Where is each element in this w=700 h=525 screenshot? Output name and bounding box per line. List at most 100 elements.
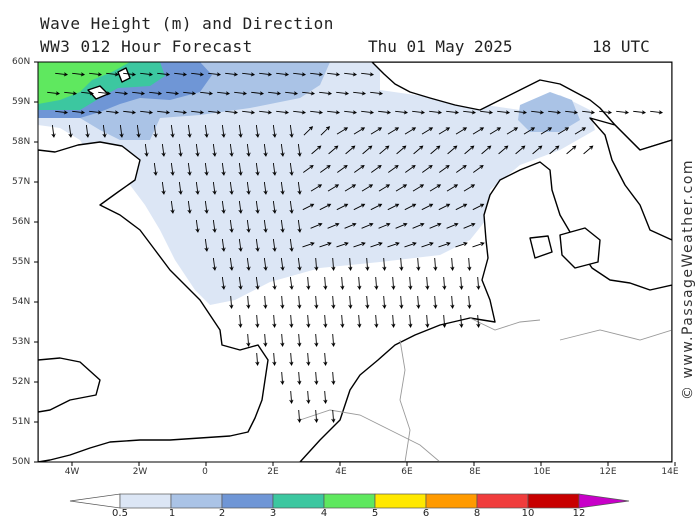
wave-direction-arrow xyxy=(412,222,425,229)
wave-direction-arrow xyxy=(425,276,430,290)
wave-direction-arrow xyxy=(416,295,421,309)
wave-direction-arrow xyxy=(259,110,273,115)
wave-direction-arrow xyxy=(229,257,234,271)
wave-direction-arrow xyxy=(289,276,294,290)
wave-direction-arrow xyxy=(89,72,103,77)
wave-direction-arrow xyxy=(246,181,251,195)
wave-direction-arrow xyxy=(336,91,350,96)
wave-arrows xyxy=(47,72,664,423)
wave-direction-arrow xyxy=(280,295,285,309)
lon-label-4w: 4W xyxy=(64,467,80,477)
wave-direction-arrow xyxy=(515,145,526,155)
wave-direction-arrow xyxy=(195,143,200,157)
lon-label-2w: 2W xyxy=(132,467,148,477)
wave-direction-arrow xyxy=(272,162,277,176)
wave-direction-arrow xyxy=(238,200,243,214)
wave-direction-arrow xyxy=(357,276,362,290)
wave-direction-arrow xyxy=(404,242,417,248)
wave-direction-arrow xyxy=(119,124,124,138)
wave-direction-arrow xyxy=(263,219,268,233)
wave-direction-arrow xyxy=(208,72,222,77)
wave-direction-arrow xyxy=(55,72,69,77)
wave-direction-arrow xyxy=(353,242,366,248)
lat-label-60n: 60N xyxy=(12,57,31,67)
wave-direction-arrow xyxy=(140,110,154,115)
wave-direction-arrow xyxy=(327,222,340,229)
wave-direction-arrow xyxy=(132,91,146,96)
wave-direction-arrow xyxy=(289,390,294,404)
wave-direction-arrow xyxy=(170,124,175,138)
wave-direction-arrow xyxy=(246,333,251,347)
wave-direction-arrow xyxy=(472,127,485,135)
wave-direction-arrow xyxy=(421,242,434,248)
wave-direction-arrow xyxy=(382,295,387,309)
wave-direction-arrow xyxy=(174,110,188,115)
wave-direction-arrow xyxy=(404,203,417,211)
wave-direction-arrow xyxy=(153,162,158,176)
wave-direction-arrow xyxy=(463,222,476,229)
wave-direction-arrow xyxy=(319,242,332,248)
wave-direction-arrow xyxy=(255,314,260,328)
land-sweden xyxy=(589,117,672,241)
wave-direction-arrow xyxy=(506,127,519,135)
wave-direction-arrow xyxy=(263,295,268,309)
wave-direction-arrow xyxy=(361,110,375,115)
wave-direction-arrow xyxy=(204,200,209,214)
wave-direction-arrow xyxy=(370,127,383,135)
wave-direction-arrow xyxy=(47,91,61,96)
wave-direction-arrow xyxy=(204,124,209,138)
wave-direction-arrow xyxy=(221,238,226,252)
wave-direction-arrow xyxy=(650,110,664,115)
wave-direction-arrow xyxy=(319,203,332,211)
lon-label-10e: 10E xyxy=(533,467,551,477)
wave-direction-arrow xyxy=(187,200,192,214)
wave-direction-arrow xyxy=(480,110,494,115)
wave-direction-arrow xyxy=(450,257,455,271)
legend-label-0-5: 0.5 xyxy=(112,508,128,519)
wave-direction-arrow xyxy=(442,314,447,328)
wave-direction-arrow xyxy=(429,110,443,115)
wave-direction-arrow xyxy=(327,184,340,192)
wave-direction-arrow xyxy=(331,371,336,385)
wave-direction-arrow xyxy=(183,91,197,96)
wave-direction-arrow xyxy=(272,238,277,252)
wave-direction-arrow xyxy=(255,200,260,214)
wave-direction-arrow xyxy=(463,184,476,192)
wave-direction-arrow xyxy=(455,127,468,135)
wave-direction-arrow xyxy=(421,203,434,211)
wave-direction-arrow xyxy=(319,91,333,96)
wave-direction-arrow xyxy=(446,222,459,229)
wave-direction-arrow xyxy=(311,145,322,155)
wave-direction-arrow xyxy=(246,257,251,271)
wave-direction-arrow xyxy=(387,127,400,135)
wave-direction-arrow xyxy=(467,257,472,271)
wave-direction-arrow xyxy=(263,257,268,271)
wave-direction-arrow xyxy=(238,162,243,176)
credit-text: © www.PassageWeather.com xyxy=(680,158,696,400)
wave-direction-arrow xyxy=(361,72,375,77)
wave-direction-arrow xyxy=(413,145,424,155)
wave-direction-arrow xyxy=(582,110,596,115)
wave-direction-arrow xyxy=(149,91,163,96)
wave-direction-arrow xyxy=(361,184,374,192)
wave-direction-arrow xyxy=(399,257,404,271)
wave-direction-arrow xyxy=(314,295,319,309)
lon-label-6e: 6E xyxy=(401,467,413,477)
wave-direction-arrow xyxy=(289,314,294,328)
wave-direction-arrow xyxy=(353,91,367,96)
wave-direction-arrow xyxy=(280,143,285,157)
wave-direction-arrow xyxy=(187,124,192,138)
lon-label-4e: 4E xyxy=(335,467,347,477)
wave-direction-arrow xyxy=(408,314,413,328)
wave-direction-arrow xyxy=(115,91,129,96)
wave-direction-arrow xyxy=(221,124,226,138)
wave-direction-arrow xyxy=(370,242,383,248)
wave-direction-arrow xyxy=(405,164,416,173)
wave-direction-arrow xyxy=(371,164,382,173)
wave-direction-arrow xyxy=(331,409,336,423)
wave-direction-arrow xyxy=(345,145,356,155)
wave-direction-arrow xyxy=(234,91,248,96)
wave-direction-arrow xyxy=(280,371,285,385)
wave-direction-arrow xyxy=(161,143,166,157)
wave-direction-arrow xyxy=(297,219,302,233)
